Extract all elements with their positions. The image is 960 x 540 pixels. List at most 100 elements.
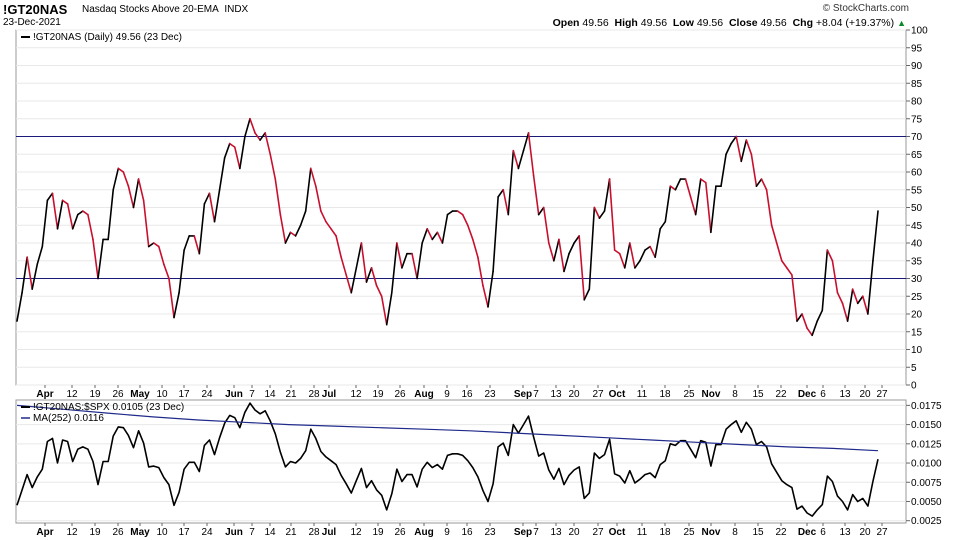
upper-xtick-label: 15 <box>752 389 764 400</box>
series-segment <box>755 178 763 187</box>
series-segment <box>558 238 565 273</box>
lower-xtick-label: 8 <box>732 527 738 538</box>
series-segment <box>836 291 844 305</box>
upper-ytick-label: 55 <box>911 185 923 196</box>
series-segment <box>284 231 292 244</box>
upper-xtick-label: 20 <box>568 389 580 400</box>
upper-xtick-label: 27 <box>592 389 604 400</box>
lower-xtick-label: 7 <box>533 527 539 538</box>
series-segment <box>816 309 824 322</box>
series-segment <box>82 210 89 216</box>
upper-ytick-label: 95 <box>911 43 923 54</box>
upper-xtick-label: 26 <box>394 389 406 400</box>
series-segment <box>466 224 474 241</box>
upper-ytick-label: 50 <box>911 203 923 214</box>
series-segment <box>547 242 555 262</box>
upper-xtick-label: 8 <box>732 389 738 400</box>
series-segment <box>517 149 525 170</box>
lower-xtick-label: 6 <box>820 527 826 538</box>
upper-xtick-label: 26 <box>112 389 124 400</box>
series-segment <box>46 192 54 202</box>
upper-ytick-label: 15 <box>911 327 923 338</box>
series-segment <box>730 135 737 145</box>
lower-xtick-label: 7 <box>249 527 255 538</box>
chart-header: !GT20NAS Nasdaq Stocks Above 20-EMA INDX… <box>0 0 960 30</box>
lower-xtick-label: Sep <box>514 527 532 538</box>
series-segment <box>720 153 727 187</box>
series-segment <box>158 245 165 266</box>
series-segment <box>380 295 388 326</box>
series-segment <box>760 178 768 191</box>
lower-xtick-label: 27 <box>592 527 604 538</box>
lower-xtick-label: 28 <box>308 527 320 538</box>
upper-ytick-label: 100 <box>911 26 928 37</box>
series-segment <box>254 132 261 141</box>
upper-xtick-label: 7 <box>533 389 539 400</box>
series-segment <box>826 249 834 262</box>
lower-xtick-label: 10 <box>156 527 168 538</box>
series-segment <box>654 228 662 259</box>
lower-xtick-label: Dec <box>798 527 817 538</box>
lower-xtick-label: 21 <box>285 527 297 538</box>
upper-xtick-label: 21 <box>285 389 297 400</box>
series-segment <box>249 117 256 134</box>
series-segment <box>862 295 869 315</box>
lower-xtick-label: Apr <box>36 527 53 538</box>
lower-ytick-label: 0.0025 <box>911 516 942 527</box>
lower-xtick-label: 17 <box>178 527 190 538</box>
upper-ytick-label: 5 <box>911 363 917 374</box>
upper-xtick-label: 18 <box>659 389 671 400</box>
series-segment <box>796 313 803 322</box>
series-segment <box>385 291 393 326</box>
series-segment <box>446 210 454 216</box>
series-segment <box>644 245 651 251</box>
upper-xtick-label: Nov <box>702 389 721 400</box>
series-segment <box>573 235 580 244</box>
upper-xtick-label: Oct <box>609 389 626 400</box>
series-segment <box>173 291 180 319</box>
series-segment <box>456 210 464 216</box>
upper-ytick-label: 25 <box>911 292 923 303</box>
series-segment <box>152 242 160 248</box>
series-segment <box>71 213 79 230</box>
series-segment <box>193 235 201 255</box>
series-segment <box>320 210 327 223</box>
series-segment <box>659 220 667 230</box>
series-segment <box>634 259 641 269</box>
upper-xtick-label: 7 <box>249 389 255 400</box>
lower-xtick-label: 15 <box>752 527 764 538</box>
upper-xtick-label: Jun <box>225 389 243 400</box>
series-segment <box>233 146 241 170</box>
series-segment <box>218 157 226 191</box>
series-segment <box>623 242 631 269</box>
upper-ytick-label: 45 <box>911 221 923 232</box>
lower-xtick-label: 22 <box>775 527 787 538</box>
series-segment <box>309 167 317 187</box>
upper-xtick-label: 10 <box>156 389 168 400</box>
series-segment <box>436 231 444 244</box>
ohlc-readout: Open 49.56 High 49.56 Low 49.56 Close 49… <box>552 17 906 29</box>
series-segment <box>76 210 84 216</box>
series-segment <box>137 178 145 202</box>
lower-ytick-label: 0.0150 <box>911 420 942 431</box>
lower-xtick-label: 18 <box>659 527 671 538</box>
series-segment <box>806 327 813 337</box>
lower-ytick-label: 0.0100 <box>911 459 942 470</box>
series-segment <box>269 153 277 180</box>
series-segment <box>127 185 135 209</box>
upper-xtick-label: 19 <box>372 389 384 400</box>
upper-xtick-label: Dec <box>798 389 817 400</box>
lower-xtick-label: Aug <box>414 527 433 538</box>
series-segment <box>31 263 39 290</box>
series-segment <box>294 224 302 237</box>
lower-xtick-label: Oct <box>609 527 626 538</box>
series-segment <box>426 228 434 241</box>
series-segment <box>315 185 322 212</box>
series-segment <box>26 256 33 290</box>
lower-xtick-label: 26 <box>394 527 406 538</box>
series-segment <box>512 149 520 170</box>
series-segment <box>239 135 246 170</box>
series-segment <box>497 188 505 198</box>
series-segment <box>16 291 23 322</box>
